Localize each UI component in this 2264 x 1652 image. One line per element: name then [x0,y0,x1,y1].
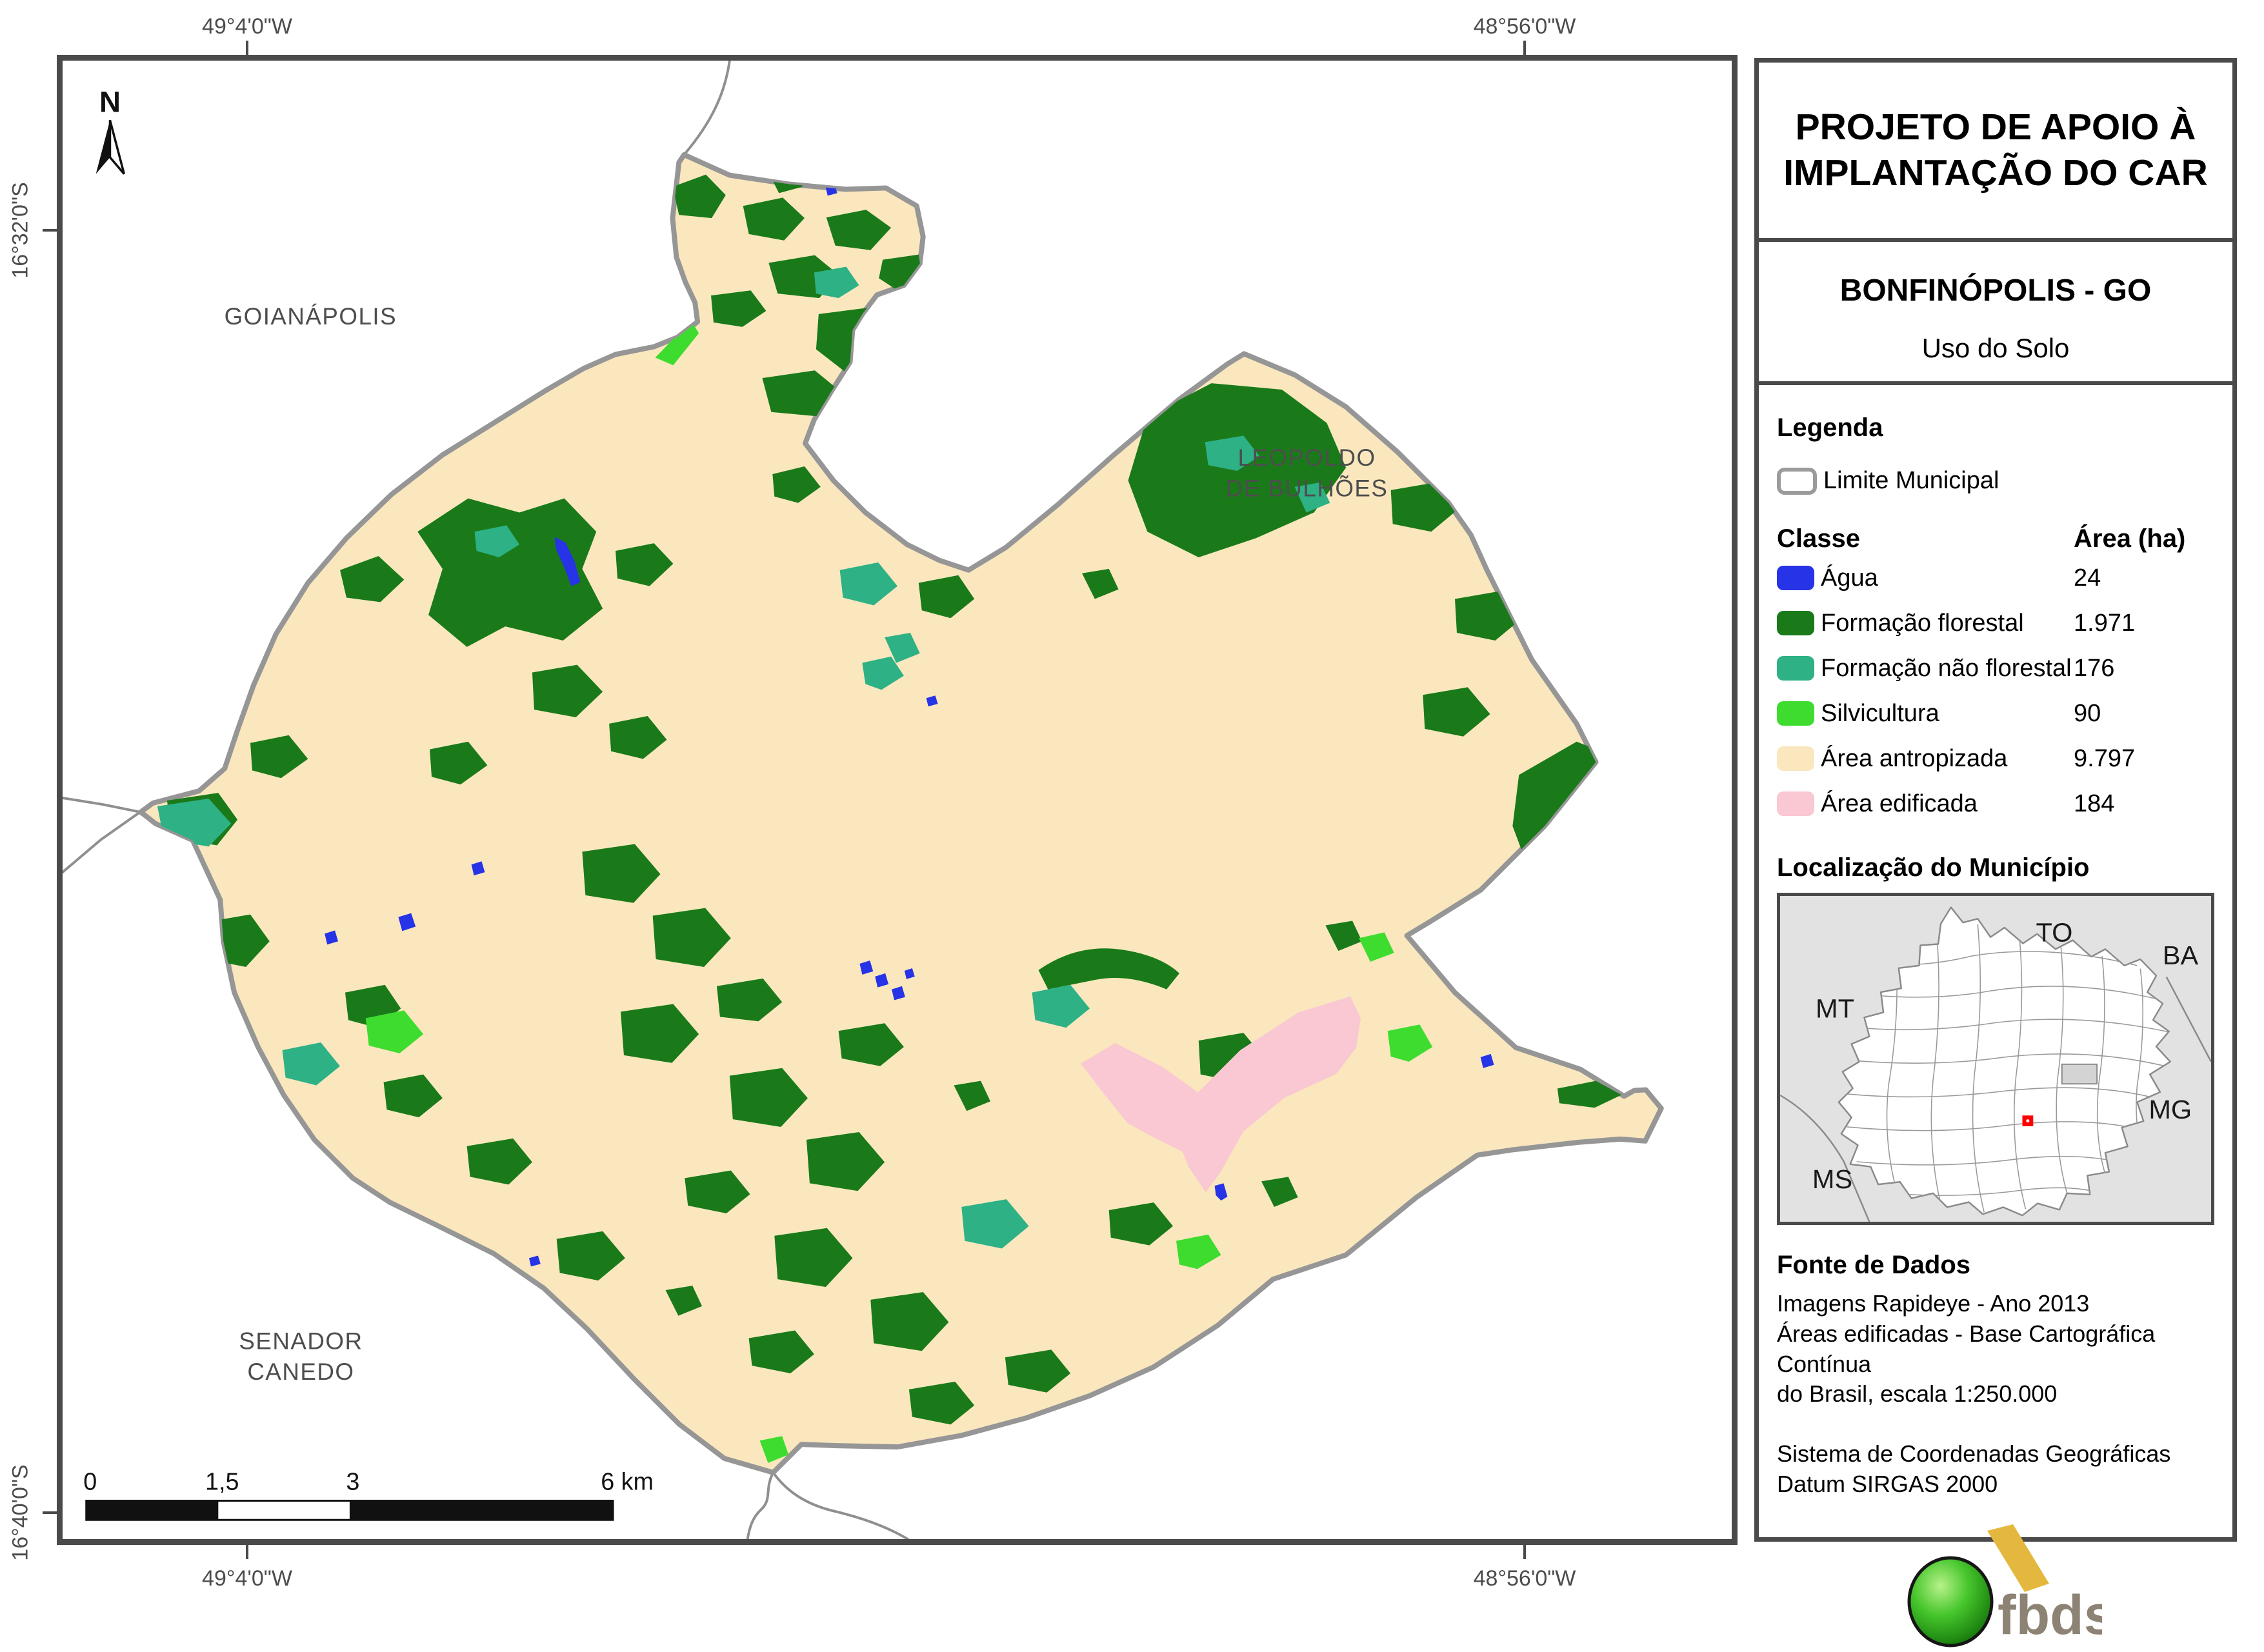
coord-bottom-left: 49°4'0"W [202,1566,292,1591]
goias-state-shape [1838,906,2171,1217]
map-type: Uso do Solo [1921,333,2070,363]
state-label-mg: MG [2149,1095,2192,1124]
neighbor-label-senador-1: SENADOR [239,1328,363,1354]
area-antropizada-swatch [1777,746,1814,771]
scale-label-0: 0 [83,1468,97,1495]
legend-row-silvicultura: Silvicultura 90 [1777,691,2214,736]
area-header: Área (ha) [2074,524,2186,553]
classe-header: Classe [1777,524,1860,553]
area-antropizada-area: 9.797 [2074,744,2136,772]
fonte-line-2: Áreas edificadas - Base Cartográfica Con… [1777,1320,2156,1377]
coord-bottom-right: 48°56'0"W [1473,1566,1576,1591]
subtitle-box: BONFINÓPOLIS - GO Uso do Solo [1759,242,2232,385]
formacao-florestal-area: 1.971 [2074,609,2136,637]
limite-municipal-swatch [1777,467,1817,495]
municipality-marker-dot [2026,1119,2030,1123]
tick-top-right [1523,41,1526,55]
area-edificada-area: 184 [2074,790,2115,817]
legend-row-area-antropizada: Área antropizada 9.797 [1777,736,2214,781]
neighbor-boundary-lines [63,61,909,1539]
tick-bottom-left [246,1545,248,1559]
silvicultura-label: Silvicultura [1821,699,1939,727]
fonte-line-5: Datum SIRGAS 2000 [1777,1470,1998,1497]
municipality-mesh-lines [1838,924,2169,1213]
locator-map-svg: TO BA MT MG MS [1780,896,2211,1222]
legend-row-formacao-nao-florestal: Formação não florestal 176 [1777,646,2214,691]
panel-content: Legenda Limite Municipal Classe Área (ha… [1759,413,2232,1649]
logo-text: fbds [1998,1584,2102,1646]
formacao-florestal-swatch [1777,611,1814,635]
limite-municipal-label: Limite Municipal [1823,467,1999,494]
legend-row-formacao-florestal: Formação florestal 1.971 [1777,601,2214,646]
state-border-line-sw [1780,1094,1870,1222]
silvicultura-swatch [1777,701,1814,726]
formacao-nao-florestal-label: Formação não florestal [1821,654,2072,682]
legend-table-header: Classe Área (ha) [1777,524,2214,555]
fonte-heading: Fonte de Dados [1777,1251,1971,1279]
legend-row-agua: Água 24 [1777,555,2214,601]
logo-yellow-bar [1987,1524,2049,1592]
legend-heading: Legenda [1777,413,1883,442]
state-label-ba: BA [2163,940,2199,970]
scale-label-6km: 6 km [601,1468,654,1495]
area-edificada-patch [1081,996,1361,1193]
scale-bar: 0 1,5 3 6 km [83,1468,654,1521]
agua-area: 24 [2074,564,2101,592]
coord-left-bottom: 16°40'0"S [8,1464,33,1561]
tick-top-left [246,41,248,55]
fbds-logo-svg: fbds [1907,1524,2115,1647]
scale-label-3: 3 [346,1468,359,1495]
map-frame: .muni { fill:var(--c-aa); stroke:var(--c… [57,55,1738,1545]
area-antropizada-label: Área antropizada [1821,744,2008,772]
silvicultura-patches [365,320,1433,1464]
neighbor-label-leopoldo-1: LEOPOLDO [1238,444,1376,471]
area-edificada-swatch [1777,791,1814,816]
land-use-map: .muni { fill:var(--c-aa); stroke:var(--c… [63,61,1732,1539]
scale-label-1-5: 1,5 [205,1468,239,1495]
info-panel: PROJETO DE APOIO À IMPLANTAÇÃO DO CAR BO… [1754,58,2237,1647]
neighbor-label-goianapolis: GOIANÁPOLIS [225,303,397,330]
state-label-ms: MS [1812,1164,1852,1194]
logo-green-sphere [1907,1556,1994,1647]
legend-row-area-edificada: Área edificada 184 [1777,781,2214,826]
locator-heading: Localização do Município [1777,853,2090,882]
map-layout-page: .muni { fill:var(--c-aa); stroke:var(--c… [8,14,2237,1647]
limite-municipal-row: Limite Municipal [1777,467,2214,495]
distrito-federal-shape [2061,1063,2098,1085]
neighbor-label-senador-2: CANEDO [247,1358,354,1385]
fonte-line-3: do Brasil, escala 1:250.000 [1777,1380,2058,1408]
tick-bottom-right [1523,1545,1526,1559]
state-label-to: TO [2036,918,2072,948]
fonte-line-4: Sistema de Coordenadas Geográficas [1777,1440,2171,1468]
fbds-logo: fbds [1889,1523,2115,1649]
municipality-name: BONFINÓPOLIS - GO [1839,274,2152,308]
neighbor-label-leopoldo-2: DE BULHÕES [1226,475,1388,502]
coord-left-top: 16°32'0"S [8,182,33,279]
project-title-line2: IMPLANTAÇÃO DO CAR [1783,152,2208,194]
project-title-line1: PROJETO DE APOIO À [1795,106,2196,148]
area-edificada-label: Área edificada [1821,790,1978,817]
agua-label: Água [1821,564,1878,592]
state-label-mt: MT [1816,993,1854,1023]
formacao-nao-florestal-area: 176 [2074,654,2115,682]
tick-left-top [43,229,57,232]
project-title-box: PROJETO DE APOIO À IMPLANTAÇÃO DO CAR [1759,63,2232,242]
state-border-line-e [2165,976,2211,1062]
fonte-line-1: Imagens Rapideye - Ano 2013 [1777,1290,2090,1317]
formacao-nao-florestal-swatch [1777,656,1814,681]
locator-map: TO BA MT MG MS [1777,893,2214,1225]
coord-top-left: 49°4'0"W [202,14,292,39]
north-arrow-icon: N [95,85,126,175]
silvicultura-area: 90 [2074,699,2101,727]
formacao-florestal-label: Formação florestal [1821,609,2024,637]
coord-top-right: 48°56'0"W [1473,14,1576,39]
fonte-lines: Imagens Rapideye - Ano 2013 Áreas edific… [1777,1289,2214,1409]
fonte-lines-2: Sistema de Coordenadas Geográficas Datum… [1777,1439,2214,1500]
north-arrow-label: N [99,85,121,118]
agua-swatch [1777,566,1814,590]
tick-left-bottom [43,1511,57,1514]
